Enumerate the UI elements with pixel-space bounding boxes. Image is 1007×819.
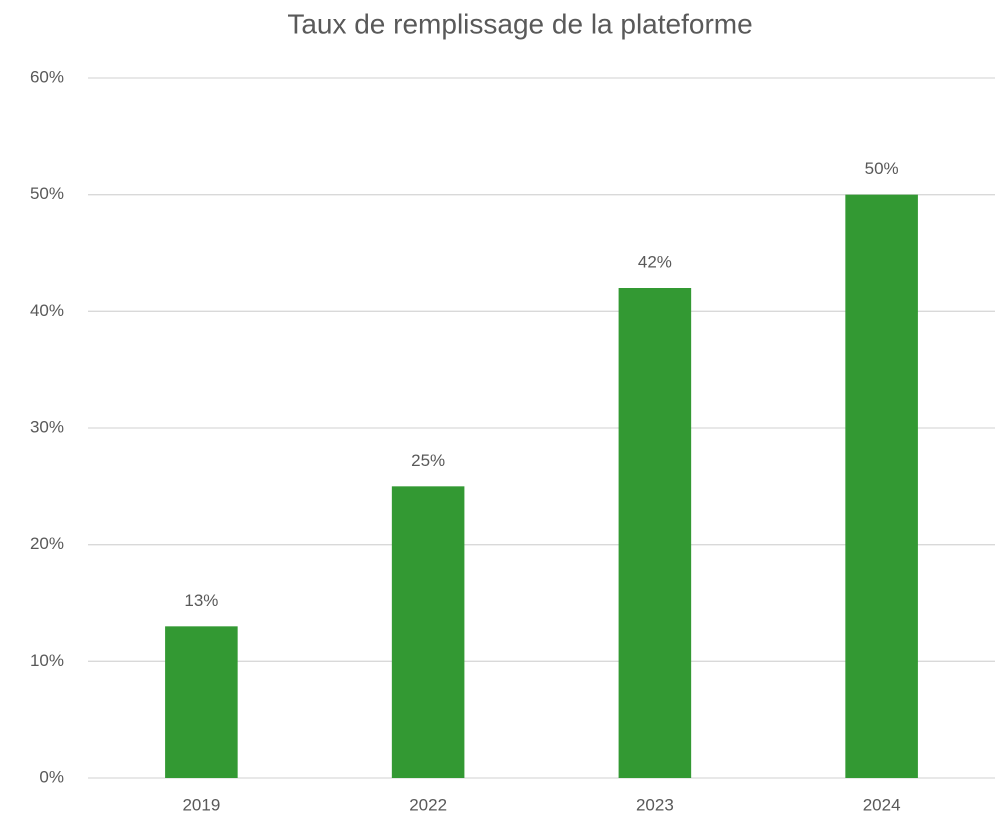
bar <box>391 486 465 778</box>
data-label: 50% <box>865 159 899 178</box>
x-tick-label: 2019 <box>182 795 220 814</box>
y-tick-label: 10% <box>30 651 64 670</box>
bar <box>845 194 918 778</box>
y-tick-label: 60% <box>30 67 64 86</box>
y-tick-label: 50% <box>30 184 64 203</box>
bar <box>165 626 238 778</box>
x-tick-label: 2023 <box>636 795 674 814</box>
y-tick-label: 0% <box>39 767 64 786</box>
y-tick-label: 20% <box>30 534 64 553</box>
x-tick-label: 2024 <box>863 795 901 814</box>
data-label: 13% <box>184 591 218 610</box>
data-label: 25% <box>411 451 445 470</box>
y-tick-label: 40% <box>30 301 64 320</box>
y-tick-label: 30% <box>30 417 64 436</box>
x-tick-label: 2022 <box>409 795 447 814</box>
bar <box>618 288 692 778</box>
chart-title: Taux de remplissage de la plateforme <box>287 8 752 39</box>
data-label: 42% <box>638 252 672 271</box>
